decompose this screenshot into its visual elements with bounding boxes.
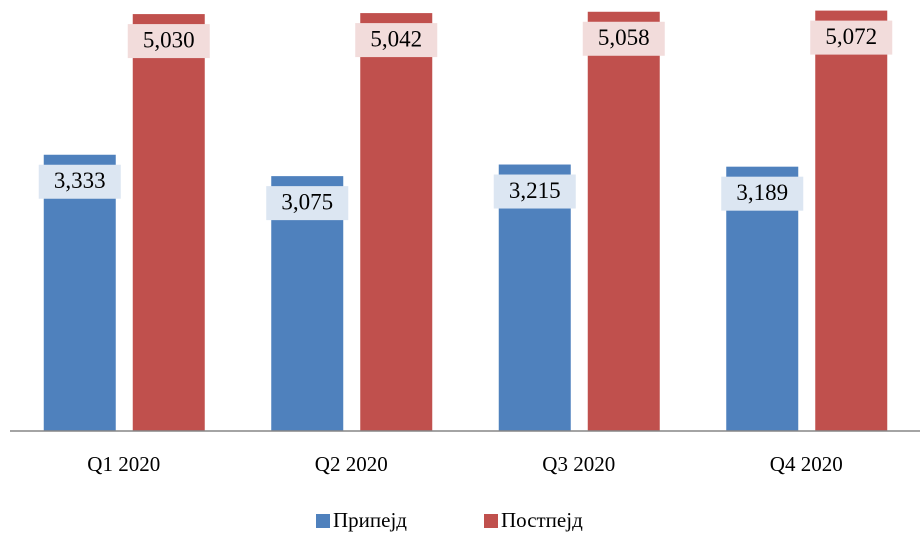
- legend-label: Припејд: [333, 508, 407, 532]
- x-tick-label: Q3 2020: [542, 452, 615, 476]
- value-label-bg: [810, 20, 893, 55]
- legend-label: Постпејд: [501, 508, 583, 532]
- value-label-bg: [355, 23, 438, 58]
- value-label: 3,333: [54, 168, 106, 193]
- value-label-bg: [582, 21, 665, 56]
- value-label-bg: [127, 24, 210, 59]
- bar: [132, 14, 205, 431]
- x-tick-label: Q1 2020: [87, 452, 160, 476]
- x-tick-label: Q2 2020: [315, 452, 388, 476]
- value-label-bg: [721, 176, 804, 211]
- value-label: 5,072: [825, 24, 877, 49]
- value-label: 3,215: [509, 178, 561, 203]
- bar: [43, 154, 116, 431]
- value-label: 5,058: [598, 25, 650, 50]
- x-tick-label: Q4 2020: [770, 452, 843, 476]
- legend-swatch: [484, 514, 498, 528]
- bar: [726, 166, 799, 431]
- bar: [587, 11, 660, 431]
- value-label-bg: [493, 174, 576, 209]
- value-label: 3,075: [281, 189, 333, 214]
- value-label: 3,189: [736, 180, 788, 205]
- value-label-bg: [266, 186, 349, 221]
- value-label-bg: [38, 164, 121, 199]
- bar: [498, 164, 571, 432]
- value-label: 5,030: [143, 27, 195, 52]
- value-label: 5,042: [370, 26, 422, 51]
- bar: [815, 10, 888, 432]
- bar: [360, 13, 433, 432]
- legend-swatch: [316, 514, 330, 528]
